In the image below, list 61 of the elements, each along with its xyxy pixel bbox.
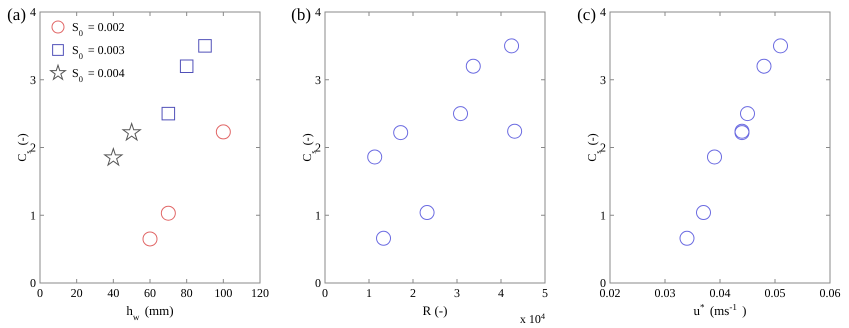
point xyxy=(216,124,231,140)
point xyxy=(756,58,772,74)
point xyxy=(420,205,435,220)
point xyxy=(160,206,176,221)
chart-title: (c) xyxy=(577,5,596,24)
y-tick-label: 4 xyxy=(315,5,321,19)
point xyxy=(680,230,694,246)
point xyxy=(707,149,722,164)
point xyxy=(466,58,481,74)
point xyxy=(367,149,382,164)
point xyxy=(180,59,194,73)
x-tick-label: 3 xyxy=(454,286,460,300)
y-tick-label: 0 xyxy=(30,276,36,290)
x-tick-label: 0.06 xyxy=(820,286,840,300)
text: x 10$^{4}$ xyxy=(520,312,546,326)
point xyxy=(696,205,711,220)
y-tick-label: 3 xyxy=(315,72,321,87)
y-tick-label: 2 xyxy=(315,140,321,154)
point xyxy=(376,230,392,246)
x-axis-title: u$^{*}$ (ms$^{-1}$) xyxy=(694,302,746,318)
point xyxy=(507,124,522,139)
y-tick-label: 2 xyxy=(30,140,36,154)
y-tick-label: 0 xyxy=(315,276,321,290)
chart-title: (b) xyxy=(291,5,311,24)
x-tick-label: 100 xyxy=(214,286,232,300)
y-tick-label: 3 xyxy=(600,72,606,87)
point xyxy=(142,231,158,246)
y-tick-label: 1 xyxy=(30,208,36,222)
x-tick-label: 0.04 xyxy=(710,286,730,300)
legend-label: S$_{0}$ = 0.002 xyxy=(72,20,125,38)
x-tick-label: 40 xyxy=(107,286,120,300)
point xyxy=(104,148,122,166)
x-tick-label: 5 xyxy=(542,286,548,300)
y-tick-label: 2 xyxy=(600,140,606,154)
point xyxy=(773,38,788,54)
x-tick-label: 60 xyxy=(144,286,156,300)
point xyxy=(504,38,520,54)
x-tick-label: 80 xyxy=(180,286,193,300)
x-tick-label: 1 xyxy=(366,286,372,300)
x-axis-title: h$_{w}$ (mm) xyxy=(126,303,174,322)
point xyxy=(453,106,468,122)
x-axis-title: R (-) xyxy=(422,303,448,318)
y-tick-label: 1 xyxy=(600,208,606,222)
legend-label: S$_{0}$ = 0.004 xyxy=(72,66,125,84)
point xyxy=(740,106,755,122)
y-tick-label: 4 xyxy=(30,5,36,19)
x-tick-label: 20 xyxy=(70,286,83,300)
x-tick-label: 4 xyxy=(498,286,504,300)
x-tick-label: 120 xyxy=(251,286,269,300)
y-tick-label: 4 xyxy=(600,5,606,19)
point xyxy=(393,125,408,140)
x-tick-label: 0.03 xyxy=(654,286,676,300)
point xyxy=(122,122,141,140)
chart-title: (a) xyxy=(7,5,26,24)
y-tick-label: 3 xyxy=(30,72,36,87)
y-tick-label: 1 xyxy=(315,208,321,222)
legend-label: S$_{0}$ = 0.003 xyxy=(72,43,125,60)
point xyxy=(198,39,212,53)
x-tick-label: 2 xyxy=(410,286,416,300)
point xyxy=(162,106,176,120)
x-tick-label: 0.05 xyxy=(764,286,786,300)
